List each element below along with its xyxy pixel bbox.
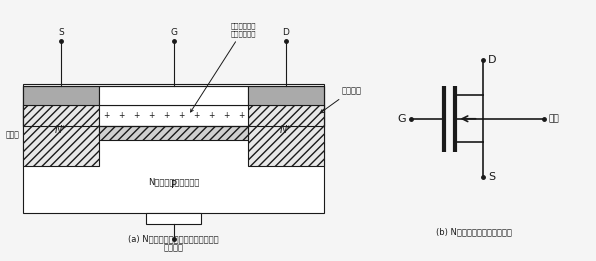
Text: 掘杂后具有正
离子的绕缘层: 掘杂后具有正 离子的绕缘层 xyxy=(191,22,256,112)
Text: +: + xyxy=(193,111,199,120)
Text: +: + xyxy=(223,111,229,120)
Text: +: + xyxy=(103,111,110,120)
Text: 耗尽层: 耗尽层 xyxy=(6,131,20,140)
Text: G: G xyxy=(170,28,177,37)
Bar xyxy=(23,105,324,126)
Bar xyxy=(23,86,324,126)
Bar xyxy=(100,105,248,126)
Text: +: + xyxy=(133,111,139,120)
Text: N⁺: N⁺ xyxy=(55,126,67,135)
Text: +: + xyxy=(178,111,184,120)
Text: N型沟道（初始沟道）: N型沟道（初始沟道） xyxy=(148,177,199,186)
Text: 衬底引线: 衬底引线 xyxy=(164,243,184,252)
Text: (b) N沟道耗尽型场效应管符号: (b) N沟道耗尽型场效应管符号 xyxy=(436,227,512,236)
Text: +: + xyxy=(118,111,125,120)
Bar xyxy=(100,126,248,140)
Text: N⁺: N⁺ xyxy=(280,126,292,135)
Bar xyxy=(23,84,324,213)
Bar xyxy=(248,105,324,166)
Bar xyxy=(23,105,100,166)
Text: 衬底: 衬底 xyxy=(548,114,559,123)
Text: D: D xyxy=(488,55,496,65)
Text: +: + xyxy=(208,111,214,120)
Text: S: S xyxy=(58,28,64,37)
Text: P: P xyxy=(170,180,176,189)
Text: D: D xyxy=(283,28,290,37)
Text: S: S xyxy=(488,173,495,182)
Bar xyxy=(23,86,100,105)
Bar xyxy=(146,213,201,224)
Bar xyxy=(248,86,324,105)
Text: +: + xyxy=(238,111,244,120)
Bar xyxy=(100,126,248,140)
Text: (a) N沟道耗尽型场效应管结构示意图: (a) N沟道耗尽型场效应管结构示意图 xyxy=(128,234,219,243)
Bar xyxy=(100,86,248,105)
Text: 二氧化硃: 二氧化硃 xyxy=(320,86,361,113)
Text: +: + xyxy=(163,111,169,120)
Text: +: + xyxy=(148,111,154,120)
Text: G: G xyxy=(398,114,406,124)
Bar xyxy=(100,105,248,126)
